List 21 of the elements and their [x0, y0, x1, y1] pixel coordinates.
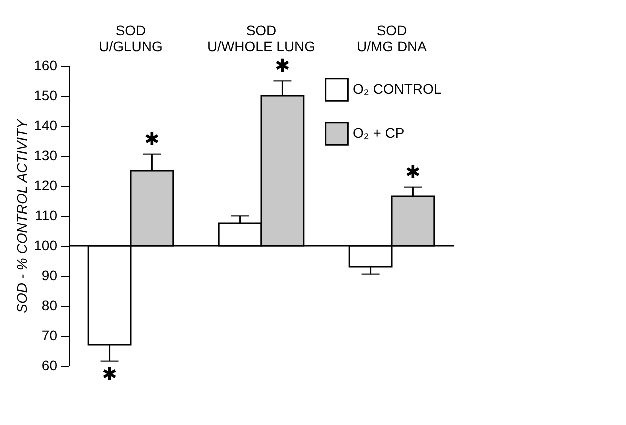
- y-tick-label: 120: [34, 178, 58, 194]
- legend-label: O₂ CONTROL: [353, 81, 442, 97]
- y-tick-label: 160: [34, 58, 58, 74]
- y-tick-label: 100: [34, 238, 58, 254]
- y-axis-title: SOD - % CONTROL ACTIVITY: [14, 118, 30, 314]
- y-tick-label: 140: [34, 118, 58, 134]
- y-tick-label: 80: [42, 298, 58, 314]
- y-tick-label: 90: [42, 268, 58, 284]
- data-label: ✱: [144, 130, 160, 150]
- y-tick-label: 150: [34, 88, 58, 104]
- data-label: ✱: [102, 364, 118, 386]
- x-tick-label: SOD U/WHOLE LUNG: [207, 22, 316, 54]
- y-tick-label: 60: [42, 358, 58, 374]
- legend-label: O₂ + CP: [353, 125, 405, 141]
- data-label: ✱: [275, 56, 290, 77]
- y-tick-label: 70: [42, 328, 58, 344]
- x-tick-label: SOD U/GLUNG: [99, 22, 163, 54]
- data-label: ✱: [406, 162, 421, 184]
- x-tick-label: SOD U/MG DNA: [357, 22, 428, 54]
- y-tick-label: 130: [34, 148, 58, 164]
- y-tick-label: 110: [35, 208, 58, 224]
